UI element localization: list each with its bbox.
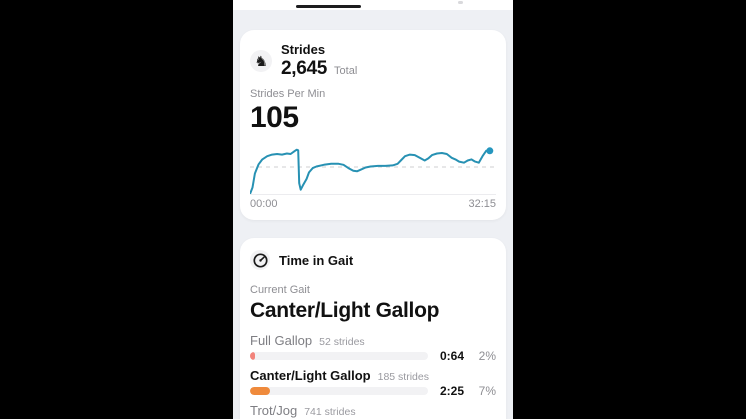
gait-row-strides: 185 strides xyxy=(377,371,429,383)
chart-x-axis-labels: 00:00 32:15 xyxy=(250,198,496,210)
tab-underline-indicator[interactable] xyxy=(296,5,361,8)
gait-card-title: Time in Gait xyxy=(279,252,354,268)
gait-row-label: Trot/Jog xyxy=(250,403,298,418)
gait-row-time: 2:25 xyxy=(439,383,464,398)
top-bar xyxy=(233,0,513,10)
gait-row-full-gallop: Full Gallop 52 strides 0:64 2% xyxy=(250,333,496,363)
strides-card: ♞ Strides 2,645 Total Strides Per Min 10… xyxy=(240,30,506,220)
gauge-icon xyxy=(250,250,270,270)
gait-row-label: Canter/Light Gallop xyxy=(250,368,371,383)
time-in-gait-card: Time in Gait Current Gait Canter/Light G… xyxy=(240,238,506,419)
gauge-icon-svg xyxy=(252,252,268,268)
gait-row-percent: 2% xyxy=(478,348,496,363)
gait-row-strides: 741 strides xyxy=(304,406,356,418)
horse-icon-glyph: ♞ xyxy=(253,53,269,69)
current-gait-label: Current Gait xyxy=(250,284,310,296)
gait-row-strides: 52 strides xyxy=(319,336,365,348)
strides-header-texts: Strides 2,645 Total xyxy=(281,42,357,80)
gait-row-label: Full Gallop xyxy=(250,333,313,348)
strides-card-header: ♞ Strides 2,645 Total xyxy=(250,42,496,80)
strides-chart xyxy=(250,140,496,195)
gait-row-time: 0:64 xyxy=(439,348,464,363)
strides-line-series xyxy=(250,148,491,194)
horse-icon: ♞ xyxy=(250,50,272,72)
strides-per-min-value: 105 xyxy=(250,101,299,134)
gait-row-percent: 7% xyxy=(478,383,496,398)
strides-chart-svg xyxy=(250,147,496,194)
gait-bar-track xyxy=(250,386,428,395)
current-gait-value: Canter/Light Gallop xyxy=(250,299,440,322)
gait-row-canter-light-gallop: Canter/Light Gallop 185 strides 2:25 7% xyxy=(250,368,496,398)
gait-bar-fill xyxy=(250,386,270,395)
gait-card-header: Time in Gait xyxy=(250,250,496,270)
strides-total-line: 2,645 Total xyxy=(281,58,357,80)
current-value-dot xyxy=(486,147,494,155)
strides-total-value: 2,645 xyxy=(281,58,328,79)
gait-bar-track xyxy=(250,351,428,360)
x-axis-start-label: 00:00 xyxy=(250,198,278,210)
gait-row-trot-jog: Trot/Jog 741 strides 9:00 28% xyxy=(250,403,496,419)
strides-per-min-label: Strides Per Min xyxy=(250,88,326,100)
x-axis-end-label: 32:15 xyxy=(468,198,496,210)
gait-bar-fill xyxy=(250,351,256,360)
scrollbar-thumb[interactable] xyxy=(458,1,463,4)
strides-total-suffix: Total xyxy=(334,65,358,77)
phone-screen: ♞ Strides 2,645 Total Strides Per Min 10… xyxy=(233,0,513,419)
strides-title: Strides xyxy=(281,42,326,57)
